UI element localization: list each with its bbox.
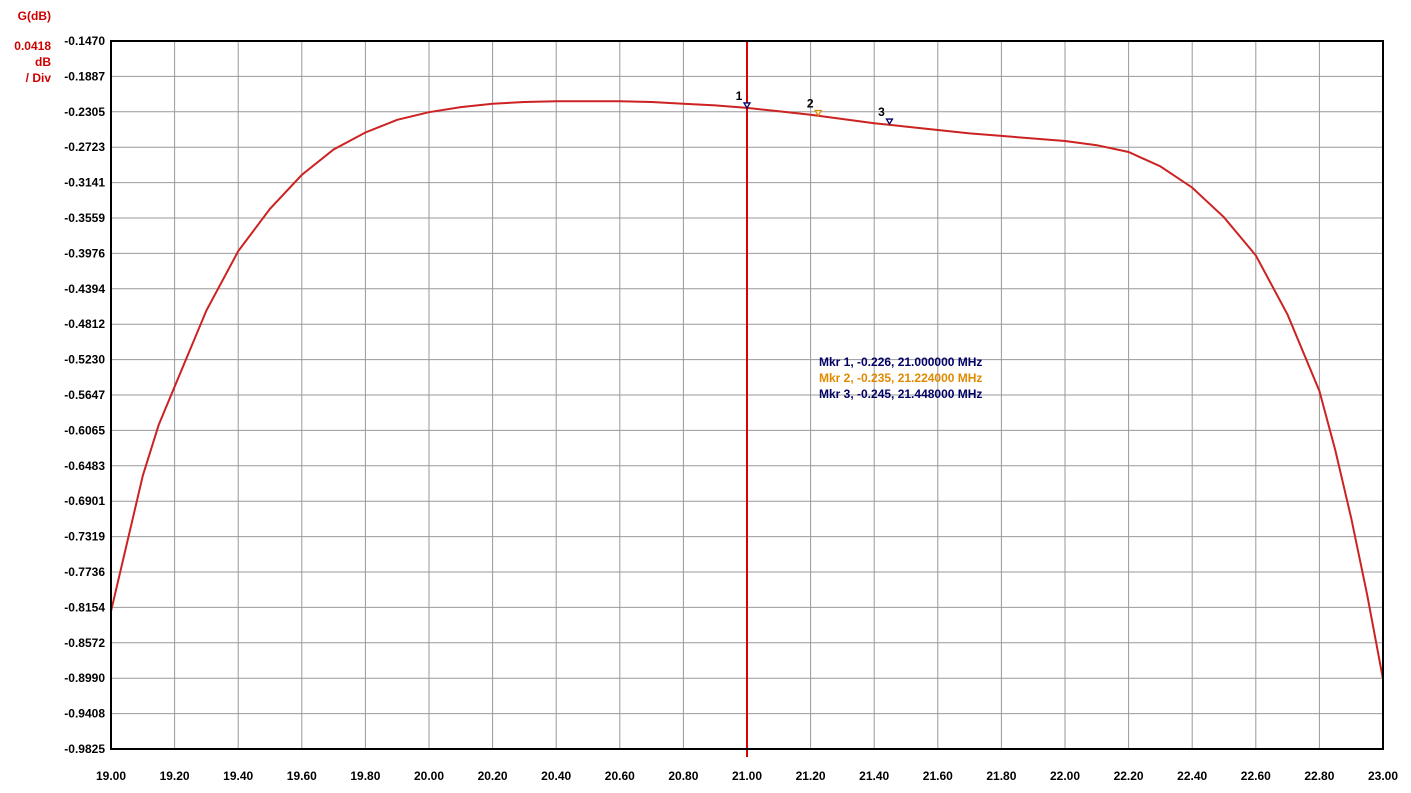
marker-triangle <box>742 102 752 110</box>
y-axis-label: G(dB) <box>18 9 51 23</box>
x-tick-label: 21.40 <box>859 769 889 783</box>
y-tick-label: -0.3559 <box>64 211 105 225</box>
y-tick-label: -0.3976 <box>64 246 105 260</box>
y-tick-label: -0.6901 <box>64 494 105 508</box>
marker-number: 2 <box>807 97 814 111</box>
y-tick-label: -0.4394 <box>64 282 105 296</box>
x-tick-label: 22.40 <box>1177 769 1207 783</box>
marker-readout: Mkr 1, -0.226, 21.000000 MHz Mkr 2, -0.23… <box>819 355 982 401</box>
y-tick-label: -0.8154 <box>64 600 105 614</box>
y-tick-label: -0.9825 <box>64 742 105 756</box>
y-tick-label: -0.1470 <box>64 34 105 48</box>
y-tick-label: -0.8572 <box>64 636 105 650</box>
plot-frame <box>110 40 1384 750</box>
x-tick-label: 21.20 <box>796 769 826 783</box>
y-tick-label: -0.1887 <box>64 69 105 83</box>
x-tick-label: 20.20 <box>478 769 508 783</box>
x-tick-label: 20.80 <box>668 769 698 783</box>
y-tick-label: -0.3141 <box>64 176 105 190</box>
y-tick-label: -0.2305 <box>64 105 105 119</box>
marker-readout-line: Mkr 2, -0.235, 21.224000 MHz <box>819 371 982 385</box>
y-tick-label: -0.9408 <box>64 707 105 721</box>
x-tick-label: 19.40 <box>223 769 253 783</box>
y-tick-label: -0.5647 <box>64 388 105 402</box>
x-tick-label: 22.80 <box>1304 769 1334 783</box>
scale-value: 0.0418 <box>14 39 51 53</box>
marker-number: 1 <box>736 89 743 103</box>
marker-triangle <box>885 118 894 126</box>
markers: 1 2 3 <box>736 89 894 126</box>
scale-per-div: / Div <box>26 71 52 85</box>
y-tick-label: -0.6483 <box>64 459 105 473</box>
x-tick-label: 19.80 <box>350 769 380 783</box>
x-tick-label: 20.00 <box>414 769 444 783</box>
scale-unit: dB <box>35 55 51 69</box>
y-tick-label: -0.4812 <box>64 317 105 331</box>
marker-readout-line: Mkr 1, -0.226, 21.000000 MHz <box>819 355 982 369</box>
x-tick-label: 19.00 <box>96 769 126 783</box>
x-tick-label: 20.40 <box>541 769 571 783</box>
marker-number: 3 <box>878 105 885 119</box>
x-tick-label: 21.80 <box>986 769 1016 783</box>
marker-readout-line: Mkr 3, -0.245, 21.448000 MHz <box>819 387 982 401</box>
x-tick-label: 23.00 <box>1368 769 1398 783</box>
y-tick-label: -0.7736 <box>64 565 105 579</box>
x-tick-label: 19.60 <box>287 769 317 783</box>
x-tick-label: 20.60 <box>605 769 635 783</box>
y-tick-label: -0.5230 <box>64 353 105 367</box>
x-axis-ticks: 19.00 19.20 19.40 19.60 19.80 20.00 20.20 20.40… <box>96 769 1398 783</box>
x-tick-label: 22.60 <box>1241 769 1271 783</box>
y-tick-label: -0.6065 <box>64 423 105 437</box>
y-axis-ticks: -0.1470 -0.1887 -0.2305 -0.2723 -0.3141 -0.35… <box>64 34 105 756</box>
x-tick-label: 19.20 <box>160 769 190 783</box>
x-tick-label: 21.00 <box>732 769 762 783</box>
x-tick-label: 21.60 <box>923 769 953 783</box>
y-tick-label: -0.8990 <box>64 671 105 685</box>
x-tick-label: 22.20 <box>1114 769 1144 783</box>
marker-triangle <box>814 109 823 117</box>
x-tick-label: 22.00 <box>1050 769 1080 783</box>
y-tick-label: -0.2723 <box>64 140 105 154</box>
y-tick-label: -0.7319 <box>64 530 105 544</box>
